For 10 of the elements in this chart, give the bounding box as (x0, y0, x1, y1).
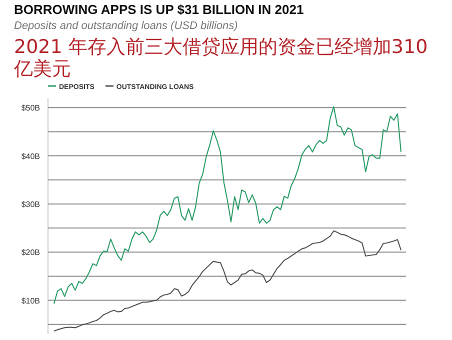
y-tick-label: $10B (21, 296, 40, 306)
y-tick-label: $50B (21, 104, 40, 113)
chart-title: BORROWING APPS IS UP $31 BILLION IN 2021 (14, 2, 304, 17)
y-tick-label: $30B (21, 200, 40, 209)
line-series (53, 106, 402, 304)
line-series (53, 230, 402, 332)
y-tick-label: $40B (21, 152, 40, 161)
text: 2021 年存入前三大借贷应用的资金已经增加310 亿美元 (14, 36, 429, 80)
y-tick-label: $20B (21, 248, 40, 258)
chart-subtitle: Deposits and outstanding loans (USD billions) (14, 20, 238, 32)
